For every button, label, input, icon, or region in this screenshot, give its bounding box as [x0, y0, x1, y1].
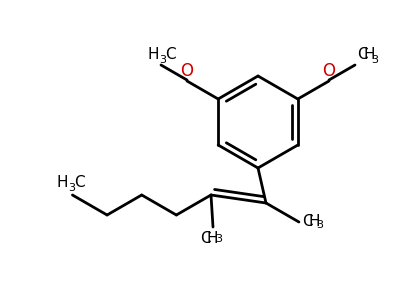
Text: 3: 3: [68, 183, 76, 193]
Text: O: O: [322, 62, 336, 80]
Text: H: H: [57, 175, 68, 190]
Text: C: C: [74, 175, 85, 190]
Text: 3: 3: [316, 220, 323, 230]
Text: C: C: [357, 47, 368, 62]
Text: 3: 3: [216, 234, 222, 244]
Text: H: H: [206, 231, 218, 246]
Text: H: H: [309, 214, 320, 230]
Text: 3: 3: [159, 55, 166, 65]
Text: C: C: [200, 231, 210, 246]
Text: 3: 3: [371, 55, 378, 65]
Text: C: C: [302, 214, 312, 230]
Text: H: H: [364, 47, 376, 62]
Text: O: O: [180, 62, 194, 80]
Text: C: C: [165, 47, 176, 62]
Text: H: H: [148, 47, 159, 62]
